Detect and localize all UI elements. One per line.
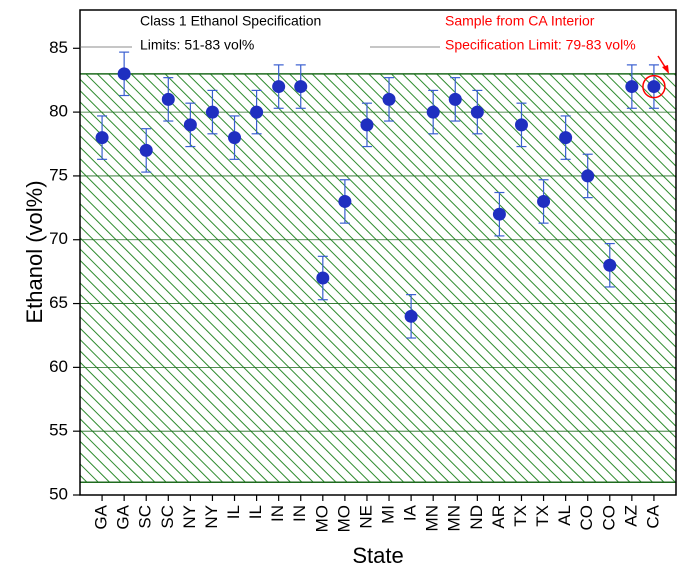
point bbox=[205, 105, 219, 119]
point bbox=[426, 105, 440, 119]
annotation: Limits: 51-83 vol% bbox=[140, 37, 254, 53]
point bbox=[338, 194, 352, 208]
arrow-head bbox=[662, 65, 669, 74]
x-tick-label: MI bbox=[379, 505, 398, 524]
x-tick-label: AZ bbox=[621, 505, 640, 527]
x-tick-label: TX bbox=[533, 505, 552, 527]
point bbox=[492, 207, 506, 221]
x-tick-label: NY bbox=[180, 505, 199, 529]
x-tick-label: GA bbox=[92, 504, 111, 529]
x-tick-label: CO bbox=[577, 505, 596, 531]
x-tick-label: MN bbox=[423, 505, 442, 531]
y-tick-label: 65 bbox=[49, 293, 68, 312]
x-tick-label: SC bbox=[136, 505, 155, 529]
point bbox=[95, 131, 109, 145]
y-tick-label: 85 bbox=[49, 38, 68, 57]
x-tick-label: IN bbox=[290, 505, 309, 522]
point bbox=[250, 105, 264, 119]
annotation: Class 1 Ethanol Specification bbox=[140, 13, 321, 29]
x-tick-label: IA bbox=[401, 504, 420, 521]
point bbox=[294, 80, 308, 94]
spec-band bbox=[80, 73, 676, 483]
x-tick-label: AL bbox=[555, 505, 574, 526]
x-tick-label: ND bbox=[467, 505, 486, 530]
y-tick-label: 75 bbox=[49, 165, 68, 184]
point bbox=[404, 309, 418, 323]
point bbox=[470, 105, 484, 119]
point bbox=[537, 194, 551, 208]
point bbox=[581, 169, 595, 183]
x-tick-label: MN bbox=[445, 505, 464, 531]
point bbox=[161, 92, 175, 106]
y-tick-label: 60 bbox=[49, 357, 68, 376]
point bbox=[117, 67, 131, 81]
point bbox=[139, 143, 153, 157]
y-tick-label: 80 bbox=[49, 102, 68, 121]
y-axis-label: Ethanol (vol%) bbox=[22, 180, 47, 323]
x-tick-label: IL bbox=[224, 505, 243, 519]
point bbox=[360, 118, 374, 132]
point bbox=[647, 80, 661, 94]
highlight-circle bbox=[642, 74, 666, 99]
x-tick-label: NE bbox=[356, 505, 375, 529]
x-axis-label: State bbox=[352, 543, 403, 568]
point bbox=[514, 118, 528, 132]
x-tick-label: SC bbox=[158, 505, 177, 529]
x-tick-label: GA bbox=[114, 504, 133, 529]
point bbox=[559, 131, 573, 145]
x-tick-label: IN bbox=[268, 505, 287, 522]
x-tick-label: NY bbox=[202, 505, 221, 529]
x-tick-label: TX bbox=[511, 505, 530, 527]
x-tick-label: IL bbox=[246, 505, 265, 519]
point bbox=[448, 92, 462, 106]
annotation: Specification Limit: 79-83 vol% bbox=[445, 37, 636, 53]
y-tick-label: 55 bbox=[49, 421, 68, 440]
plot-frame bbox=[79, 9, 677, 496]
point bbox=[316, 271, 330, 285]
y-tick-label: 70 bbox=[49, 229, 68, 248]
annotation: Sample from CA Interior bbox=[445, 13, 595, 29]
point bbox=[382, 92, 396, 106]
x-tick-label: MO bbox=[334, 505, 353, 532]
y-tick-label: 50 bbox=[49, 484, 68, 503]
point bbox=[228, 131, 242, 145]
x-tick-label: CO bbox=[599, 505, 618, 531]
point bbox=[272, 80, 286, 94]
point bbox=[625, 80, 639, 94]
x-tick-label: AR bbox=[489, 505, 508, 529]
point bbox=[183, 118, 197, 132]
x-tick-label: CA bbox=[643, 504, 662, 528]
point bbox=[603, 258, 617, 272]
x-tick-label: MO bbox=[312, 505, 331, 532]
